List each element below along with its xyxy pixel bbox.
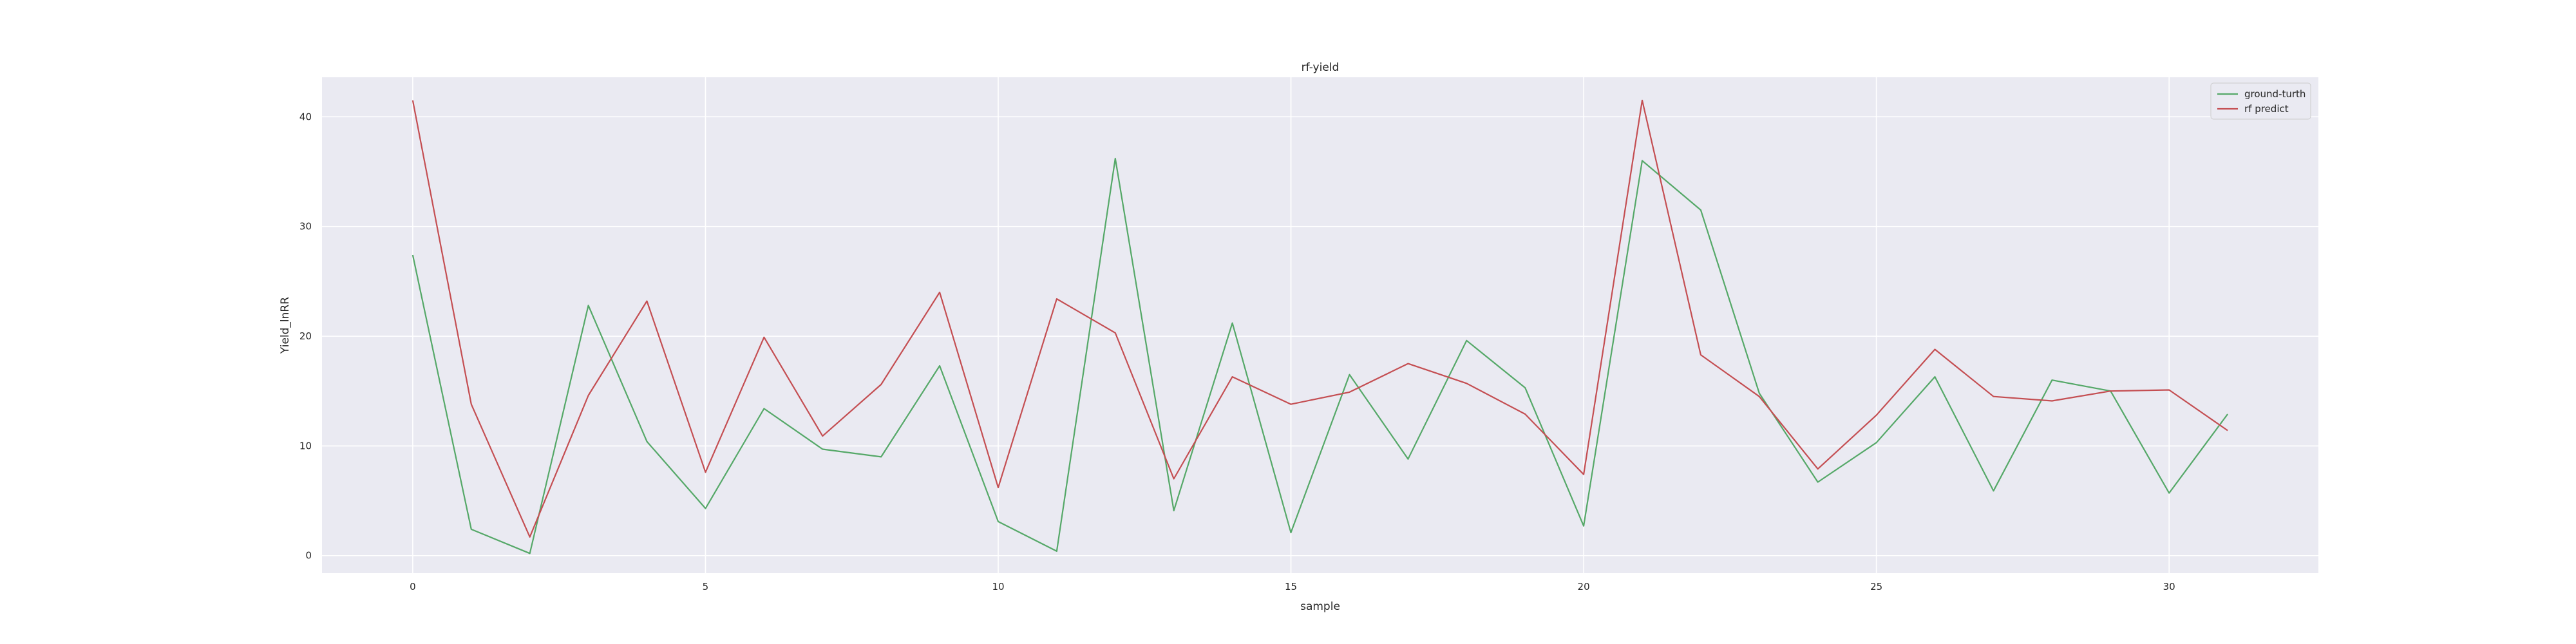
x-tick-label: 15 — [1285, 581, 1297, 592]
y-axis-label: Yield_lnRR — [279, 297, 292, 354]
series-line-ground-turth — [412, 158, 2228, 554]
y-tick-label: 10 — [299, 440, 312, 451]
x-tick-label: 30 — [2163, 581, 2175, 592]
x-axis-label: sample — [1300, 600, 1340, 613]
x-tick-label: 5 — [703, 581, 709, 592]
legend-entry: ground-turth — [2244, 88, 2306, 100]
plot-area — [322, 77, 2318, 573]
x-tick-label: 10 — [992, 581, 1004, 592]
x-tick-label: 25 — [1870, 581, 1882, 592]
y-tick-label: 20 — [299, 330, 312, 342]
y-tick-label: 30 — [299, 221, 312, 232]
grid-lines — [322, 77, 2318, 573]
legend-box — [2210, 82, 2311, 120]
legend-entry: rf predict — [2244, 103, 2289, 115]
series-line-rf-predict — [412, 99, 2228, 538]
tick-labels: 0 5 10 15 20 25 30 0 10 20 30 40 — [299, 111, 2175, 592]
x-tick-label: 20 — [1578, 581, 1590, 592]
y-tick-label: 40 — [299, 111, 312, 122]
x-tick-label: 0 — [410, 581, 416, 592]
y-tick-label: 0 — [305, 550, 312, 562]
series-lines — [412, 99, 2228, 554]
chart-title: rf-yield — [1302, 61, 1340, 74]
legend: ground-turth rf predict — [2210, 82, 2311, 120]
